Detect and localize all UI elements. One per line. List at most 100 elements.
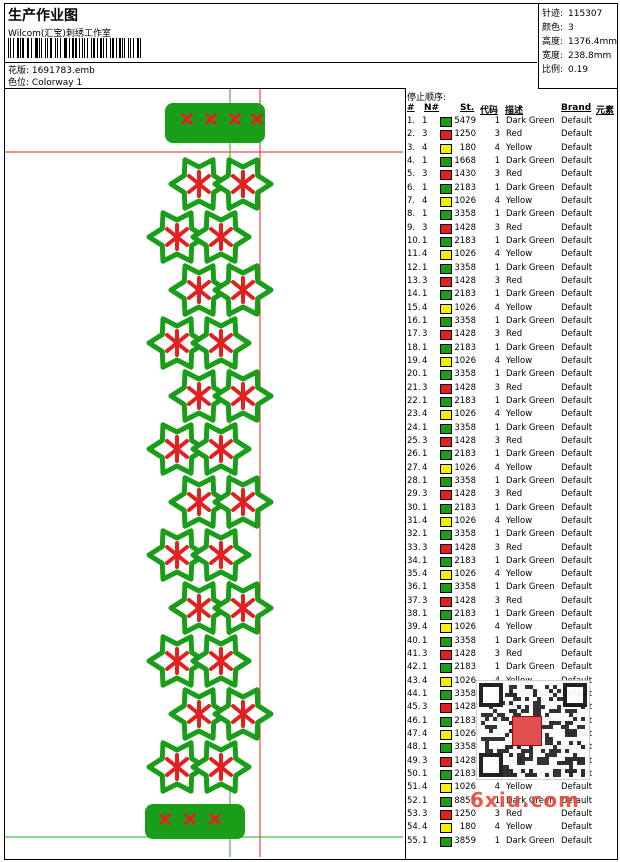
stop-index: 43.	[407, 675, 421, 686]
col-head-desc: 描述	[505, 106, 524, 116]
stop-row: 19. 4 1026 4 Yellow Default	[406, 355, 617, 368]
color-swatch	[440, 370, 452, 381]
qr-module	[489, 729, 493, 733]
qr-module	[557, 769, 561, 773]
needle-number: 4	[422, 142, 428, 153]
design-value: 1691783.emb	[31, 66, 95, 76]
stop-index: 9.	[407, 222, 416, 233]
color-swatch	[440, 183, 452, 194]
needle-number: 3	[422, 275, 428, 286]
stop-row: 11. 4 1026 4 Yellow Default	[406, 248, 617, 261]
thread-description: Dark Green	[506, 182, 555, 193]
stop-index: 52.	[407, 795, 421, 806]
stop-index: 12.	[407, 262, 421, 273]
colorway-value: Colorway 1	[31, 78, 83, 88]
thread-brand: Default	[561, 302, 593, 313]
color-swatch	[440, 170, 452, 181]
thread-description: Red	[506, 649, 523, 660]
stitch-count: 2183	[454, 715, 476, 726]
color-swatch	[440, 583, 452, 594]
qr-module	[493, 717, 497, 721]
needle-number: 1	[422, 715, 428, 726]
qr-module	[521, 757, 525, 761]
color-swatch	[440, 703, 452, 714]
stop-index: 31.	[407, 515, 421, 526]
stop-row: 42. 1 2183 1 Dark Green Default	[406, 661, 617, 674]
stitch-count: 3358	[454, 209, 476, 220]
red-motif	[187, 594, 211, 622]
qr-module	[513, 693, 517, 697]
thread-description: Dark Green	[506, 555, 555, 566]
thread-code: 1	[494, 182, 500, 193]
qr-module	[529, 749, 533, 753]
stop-index: 53.	[407, 809, 421, 820]
qr-module	[497, 749, 501, 753]
color-swatch	[440, 623, 452, 634]
qr-module	[517, 753, 521, 757]
qr-module	[509, 721, 513, 725]
qr-finder	[479, 683, 503, 707]
stitch-count: 1428	[454, 382, 476, 393]
needle-number: 1	[422, 116, 428, 126]
qr-module	[509, 773, 513, 777]
stop-index: 1.	[407, 116, 416, 126]
col-head-n: N#	[424, 103, 440, 113]
stop-row: 9. 3 1428 3 Red Default	[406, 222, 617, 235]
qr-module	[561, 725, 565, 729]
stitch-count: 1250	[454, 129, 476, 140]
qr-module	[577, 725, 581, 729]
needle-number: 4	[422, 462, 428, 473]
thread-code: 4	[494, 569, 500, 580]
stop-index: 37.	[407, 595, 421, 606]
color-swatch	[440, 117, 452, 127]
red-motif	[231, 170, 255, 198]
colorway-line: 色位: Colorway 1	[8, 75, 82, 88]
stop-index: 47.	[407, 729, 421, 740]
needle-number: 3	[422, 435, 428, 446]
thread-code: 1	[494, 395, 500, 406]
qr-module	[533, 701, 537, 705]
qr-module	[505, 765, 509, 769]
color-swatch	[440, 476, 452, 487]
bottom-band-motif	[208, 812, 222, 826]
stitch-count: 2183	[454, 342, 476, 353]
stitch-count: 3358	[454, 529, 476, 540]
thread-code: 1	[494, 555, 500, 566]
color-swatch	[440, 743, 452, 754]
stop-index: 27.	[407, 462, 421, 473]
qr-module	[537, 761, 541, 765]
color-swatch	[440, 556, 452, 567]
top-band-motif	[250, 112, 264, 126]
qr-module	[581, 725, 585, 729]
qr-module	[505, 693, 509, 697]
sheet-title: 生产作业图	[8, 8, 78, 24]
bottom-band-motif	[183, 812, 197, 826]
thread-code: 1	[494, 662, 500, 673]
qr-module	[577, 741, 581, 745]
red-motif	[187, 170, 211, 198]
stop-row: 21. 3 1428 3 Red Default	[406, 382, 617, 395]
stitch-count: 1026	[454, 515, 476, 526]
thread-code: 1	[494, 235, 500, 246]
qr-module	[525, 705, 529, 709]
qr-module	[565, 721, 569, 725]
stop-index: 29.	[407, 489, 421, 500]
thread-code: 1	[494, 209, 500, 220]
thread-brand: Default	[561, 609, 593, 620]
thread-code: 4	[494, 355, 500, 366]
color-swatch	[440, 423, 452, 434]
needle-number: 1	[422, 262, 428, 273]
thread-brand: Default	[561, 249, 593, 260]
qr-module	[553, 685, 557, 689]
needle-number: 1	[422, 395, 428, 406]
color-swatch	[440, 196, 452, 207]
stitch-count: 1026	[454, 782, 476, 793]
thread-description: Red	[506, 595, 523, 606]
col-head-num: #	[407, 103, 415, 113]
qr-module	[565, 757, 569, 761]
stop-index: 40.	[407, 635, 421, 646]
color-swatch	[440, 490, 452, 501]
qr-module	[485, 737, 489, 741]
qr-module	[553, 745, 557, 749]
color-swatch	[440, 836, 452, 847]
